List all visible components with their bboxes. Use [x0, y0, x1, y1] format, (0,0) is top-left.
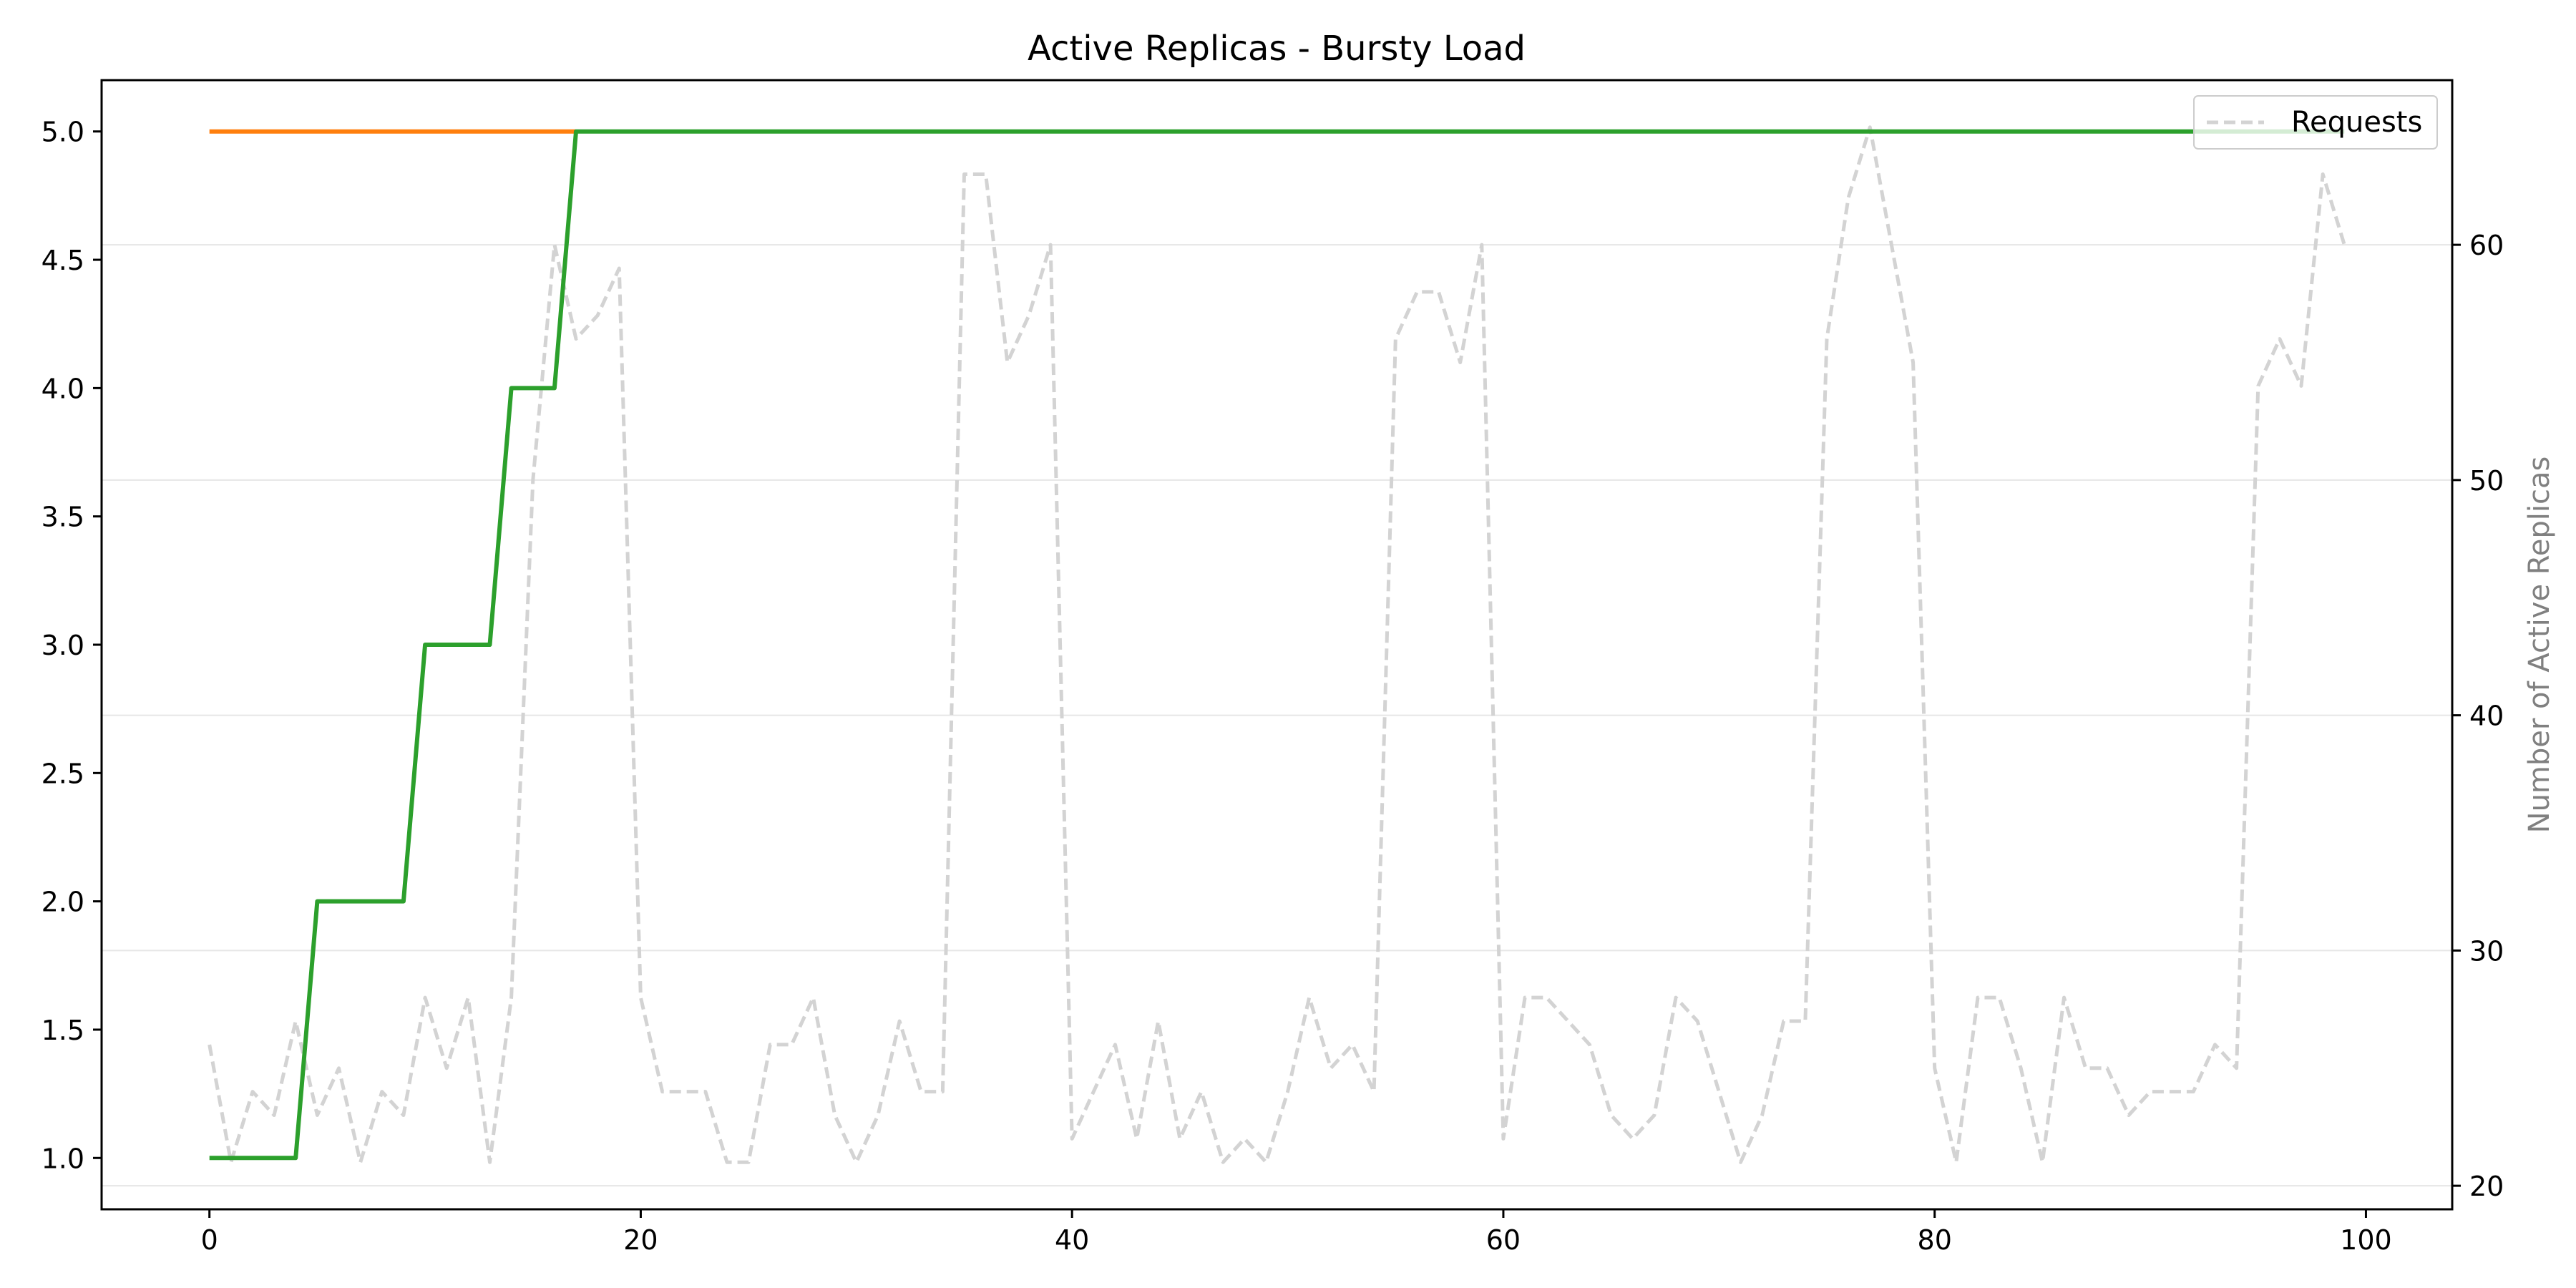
- y-tick-label-2: 2.0: [42, 887, 84, 918]
- y-tick-label-1.5: 1.5: [42, 1015, 84, 1046]
- y-tick-label-3: 3.0: [42, 630, 84, 661]
- series-line-2ca02c: [209, 129, 2345, 1161]
- axis-layer: 0 20 40 60 80 100 1.0 1.5 2.0 2.5 3.0 3.5 4.0 4.5 5.0 2…: [42, 117, 2504, 1256]
- y-right-tick-label-60: 60: [2469, 230, 2504, 261]
- y-tick-label-5: 5.0: [42, 117, 84, 148]
- chart-title: Active Replicas - Bursty Load: [1028, 29, 1526, 69]
- y-tick-label-3.5: 3.5: [42, 502, 84, 533]
- legend: Requests: [2193, 95, 2438, 150]
- series-line-requests: [208, 125, 2346, 1164]
- x-tick-label-0: 0: [201, 1224, 218, 1256]
- y-tick-label-1: 1.0: [42, 1143, 84, 1174]
- y-tick-label-4: 4.0: [42, 373, 84, 404]
- grid-layer: [102, 244, 2452, 1187]
- series-layer: [208, 125, 2346, 1164]
- legend-label-requests: Requests: [2291, 106, 2422, 139]
- y-right-tick-label-30: 30: [2469, 935, 2504, 967]
- y-right-tick-label-20: 20: [2469, 1171, 2504, 1202]
- right-axis-label: Number of Active Replicas: [2523, 457, 2556, 834]
- y-right-tick-label-40: 40: [2469, 701, 2504, 732]
- x-tick-label-80: 80: [1918, 1224, 1952, 1256]
- x-tick-label-100: 100: [2340, 1224, 2392, 1256]
- x-tick-label-20: 20: [623, 1224, 658, 1256]
- x-tick-label-60: 60: [1486, 1224, 1521, 1256]
- y-tick-label-4.5: 4.5: [42, 245, 84, 276]
- x-tick-label-40: 40: [1055, 1224, 1089, 1256]
- legend-box: [2193, 95, 2438, 150]
- y-right-tick-label-50: 50: [2469, 465, 2504, 497]
- y-tick-label-2.5: 2.5: [42, 758, 84, 789]
